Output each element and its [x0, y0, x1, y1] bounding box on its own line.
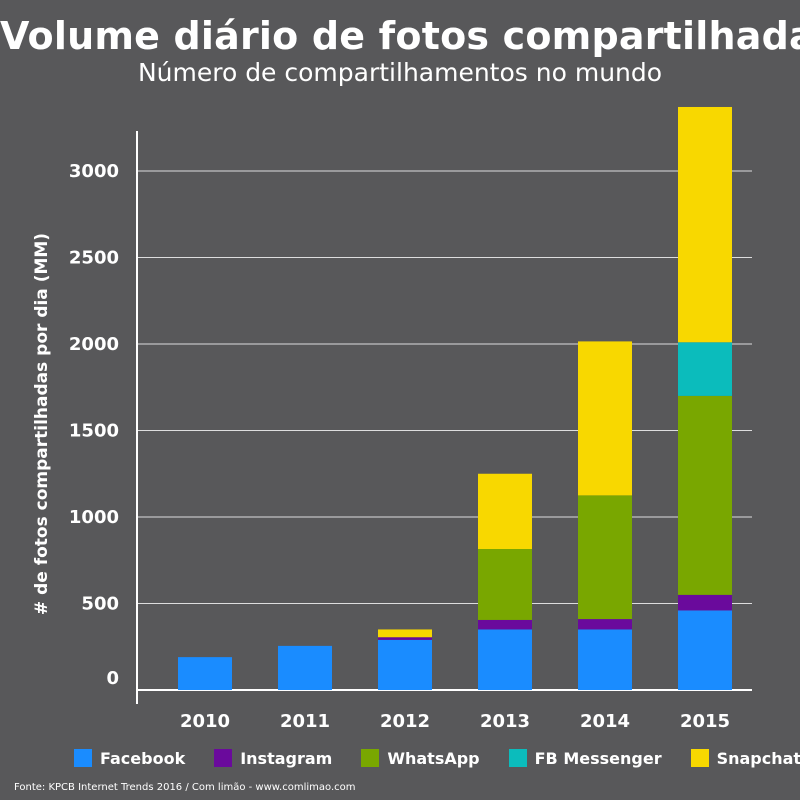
legend-swatch [690, 749, 709, 767]
bar-instagram-2013 [478, 619, 532, 630]
x-tick-label: 2013 [480, 711, 530, 732]
legend-label: FB Messenger [534, 748, 662, 768]
bar-facebook-2012 [378, 639, 432, 690]
bar-facebook-2011 [278, 645, 332, 690]
bar-instagram-2012 [378, 637, 432, 640]
bar-facebook-2015 [678, 610, 732, 690]
bar-whatsapp-2014 [578, 495, 632, 620]
chart-legend: Facebook Instagram WhatsApp FB Messenger Sna… [74, 746, 800, 770]
legend-item-snapchat: Snapchat [690, 748, 800, 768]
bar-facebook-2010 [178, 657, 232, 690]
x-tick-label: 2011 [280, 711, 330, 732]
y-tick-label: 2500 [69, 248, 119, 269]
legend-swatch [508, 749, 527, 767]
legend-item-facebook: Facebook [74, 749, 185, 768]
legend-item-fb-messenger: FB Messenger [508, 748, 662, 768]
x-tick-label: 2012 [380, 711, 430, 732]
legend-swatch [74, 749, 92, 767]
y-tick-label: 1000 [69, 507, 119, 528]
bar-instagram-2015 [678, 594, 732, 611]
bar-whatsapp-2013 [478, 549, 532, 620]
legend-item-whatsapp: WhatsApp [361, 748, 480, 768]
bar-fb-messenger-2015 [678, 342, 732, 396]
legend-label: Facebook [100, 748, 186, 768]
x-tick-label: 2015 [680, 711, 730, 732]
y-tick-label: 1500 [69, 421, 119, 442]
bar-instagram-2014 [578, 619, 632, 630]
legend-item-instagram: Instagram [214, 749, 332, 768]
legend-label: Instagram [240, 748, 333, 768]
legend-label: Snapchat [716, 748, 800, 768]
bar-snapchat-2013 [478, 473, 532, 550]
bar-snapchat-2015 [678, 106, 732, 343]
bar-facebook-2013 [478, 629, 532, 690]
bar-whatsapp-2015 [678, 395, 732, 595]
bar-facebook-2014 [578, 629, 632, 690]
bar-snapchat-2012 [378, 629, 432, 638]
bar-snapchat-2014 [578, 341, 632, 496]
legend-swatch [214, 749, 233, 767]
x-tick-label: 2014 [580, 711, 630, 732]
chart-subtitle: Número de compartilhamentos no mundo [137, 58, 663, 87]
chart-title: Volume diário de fotos compartilhadas [0, 14, 800, 58]
y-tick-label: 0 [106, 668, 119, 689]
source-note: Fonte: KPCB Internet Trends 2016 / Com l… [14, 782, 356, 793]
y-axis-label: # de fotos compartilhadas por dia (MM) [32, 233, 52, 615]
legend-label: WhatsApp [387, 748, 480, 768]
y-tick-label: 3000 [69, 161, 119, 182]
x-tick-label: 2010 [180, 711, 230, 732]
legend-swatch [361, 749, 380, 767]
y-tick-label: 2000 [69, 334, 119, 355]
y-tick-label: 500 [81, 594, 119, 615]
